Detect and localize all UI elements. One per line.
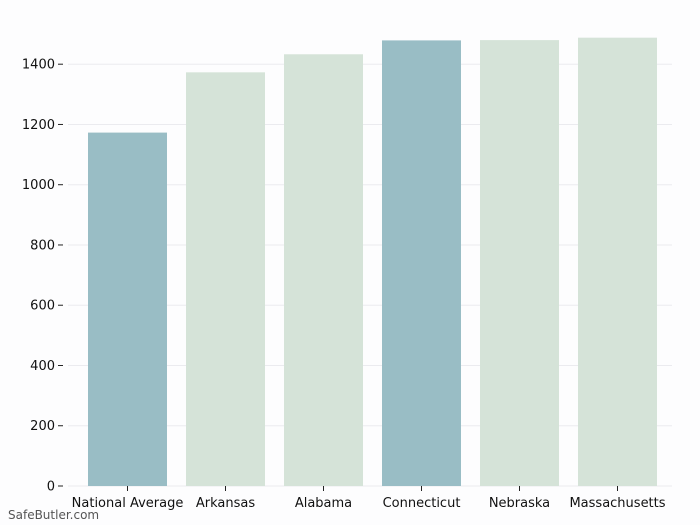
y-tick-label: 0 [47,480,55,495]
bar [578,37,657,486]
y-tick-label: 800 [30,238,55,253]
y-tick-label: 200 [30,419,55,434]
bar [284,54,363,487]
x-tick-label: Massachusetts [569,496,665,511]
bar [186,72,265,486]
y-tick-label: 1000 [22,178,55,193]
grid-lines [68,63,672,487]
y-tick-label: 1400 [22,58,55,73]
bar [382,40,461,486]
x-axis: National Average Arkansas Alabama Connectic… [72,486,666,511]
y-tick-label: 400 [30,359,55,374]
y-tick-label: 600 [30,299,55,314]
bars [88,37,657,487]
x-tick-label: Arkansas [196,496,255,511]
x-tick-label: Alabama [295,496,352,511]
x-tick-label: Nebraska [489,496,550,511]
bar [88,132,167,486]
y-axis: 0 200 400 600 800 1000 1200 1400 [22,58,63,495]
bar [480,40,559,487]
x-tick-label: National Average [72,496,184,511]
watermark: SafeButler.com [8,508,100,522]
y-tick-label: 1200 [22,118,55,133]
x-tick-label: Connecticut [383,496,461,511]
